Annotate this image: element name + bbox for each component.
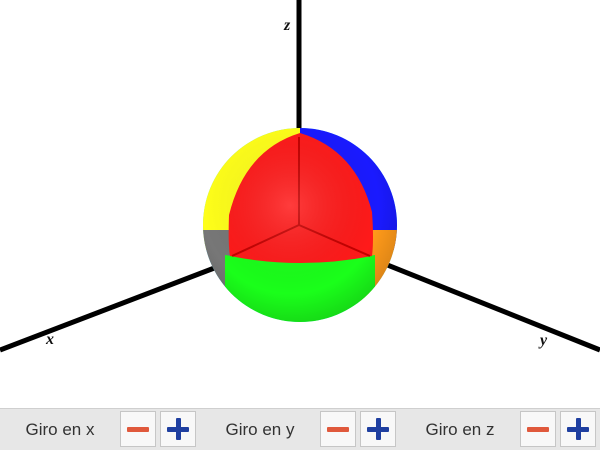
plus-icon — [367, 418, 389, 440]
rotate-z-label: Giro en z — [425, 420, 495, 439]
minus-icon — [327, 426, 349, 432]
rotation-controls: Giro en x Giro en y Giro en z — [0, 408, 600, 450]
minus-icon — [527, 426, 549, 432]
rotate-x-plus-button[interactable] — [160, 411, 196, 447]
rotate-x-minus-button[interactable] — [120, 411, 156, 447]
rotate-z-plus-button[interactable] — [560, 411, 596, 447]
y-axis-label: y — [538, 332, 548, 349]
rotate-z-minus-button[interactable] — [520, 411, 556, 447]
x-axis-label: x — [45, 331, 54, 348]
minus-icon — [127, 426, 149, 432]
plus-icon — [567, 418, 589, 440]
rotate-x-label: Giro en x — [25, 420, 95, 439]
rotate-y-plus-button[interactable] — [360, 411, 396, 447]
3d-scene[interactable]: z x y — [0, 0, 600, 408]
x-axis — [0, 259, 231, 353]
rotate-y-minus-button[interactable] — [320, 411, 356, 447]
z-axis-label: z — [283, 17, 291, 34]
plus-icon — [167, 418, 189, 440]
color-sphere[interactable] — [195, 120, 405, 330]
rotate-y-label: Giro en y — [225, 420, 295, 439]
y-axis — [369, 255, 600, 353]
